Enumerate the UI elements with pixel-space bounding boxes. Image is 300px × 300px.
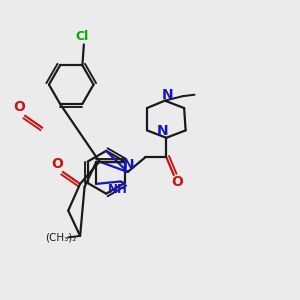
Text: O: O <box>14 100 26 115</box>
Text: N: N <box>157 124 169 138</box>
Text: (CH₃)₂: (CH₃)₂ <box>45 232 76 242</box>
Text: N: N <box>161 88 173 102</box>
Text: N: N <box>123 158 134 172</box>
Text: NH: NH <box>108 183 128 196</box>
Text: Cl: Cl <box>76 30 89 43</box>
Text: O: O <box>171 176 183 189</box>
Text: O: O <box>52 157 64 171</box>
